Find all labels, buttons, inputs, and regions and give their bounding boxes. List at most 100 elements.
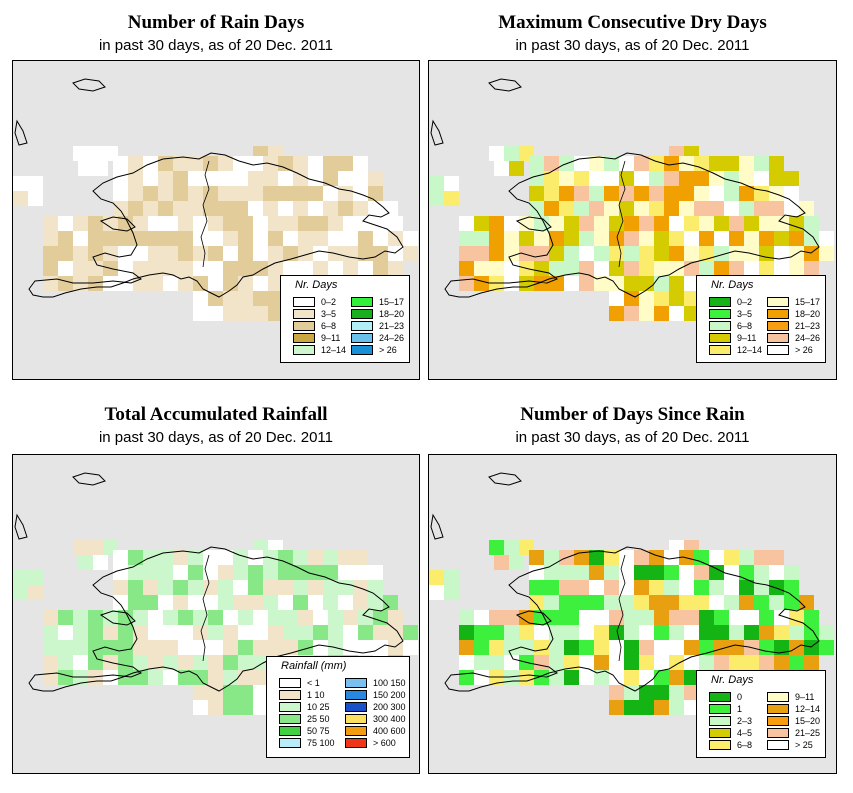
grid-cell xyxy=(739,550,754,565)
country-border xyxy=(616,160,626,268)
legend-label: 24–26 xyxy=(379,332,405,343)
coastline-detail xyxy=(430,119,444,146)
grid-cell xyxy=(709,580,724,595)
grid-cell xyxy=(388,216,403,231)
grid-cell xyxy=(684,291,699,306)
grid-cell xyxy=(684,640,699,655)
grid-cell xyxy=(188,580,203,595)
grid-cell xyxy=(684,276,699,291)
legend-label: 15–17 xyxy=(795,296,821,307)
grid-cell xyxy=(293,595,308,610)
grid-cell xyxy=(769,595,784,610)
grid-cell xyxy=(634,186,649,201)
grid-cell xyxy=(148,261,163,276)
grid-cell xyxy=(293,171,308,186)
grid-cell xyxy=(549,670,564,685)
grid-cell xyxy=(594,216,609,231)
grid-cell xyxy=(43,670,58,685)
grid-cell xyxy=(328,261,343,276)
grid-cell xyxy=(564,625,579,640)
panel-total-rainfall: Total Accumulated Rainfall in past 30 da… xyxy=(12,398,420,774)
grid-cell xyxy=(278,156,293,171)
grid-cell xyxy=(118,610,133,625)
grid-cell xyxy=(654,246,669,261)
grid-cell xyxy=(594,261,609,276)
grid-cell xyxy=(679,186,694,201)
legend-label: 12–14 xyxy=(795,703,821,714)
grid-cell xyxy=(624,291,639,306)
grid-cell xyxy=(148,625,163,640)
grid-cell xyxy=(724,201,739,216)
grid-cell xyxy=(368,595,383,610)
grid-cell xyxy=(609,306,624,321)
grid-cell xyxy=(58,276,73,291)
grid-cell xyxy=(268,276,283,291)
grid-cell xyxy=(253,231,268,246)
legend-swatch xyxy=(279,713,301,724)
grid-cell xyxy=(88,231,103,246)
grid-cell xyxy=(664,201,679,216)
grid-cell xyxy=(223,640,238,655)
grid-cell xyxy=(639,625,654,640)
grid-cell xyxy=(268,610,283,625)
grid-cell xyxy=(529,171,544,186)
grid-cell xyxy=(323,550,338,565)
grid-cell xyxy=(278,565,293,580)
grid-cell xyxy=(253,276,268,291)
grid-cell xyxy=(13,585,28,600)
grid-cell xyxy=(163,246,178,261)
grid-cell xyxy=(444,176,459,191)
legend-swatch xyxy=(767,320,789,331)
grid-cell xyxy=(489,216,504,231)
grid-cell xyxy=(459,610,474,625)
grid-cell xyxy=(163,640,178,655)
grid-cell xyxy=(609,625,624,640)
grid-cell xyxy=(519,276,534,291)
grid-cell xyxy=(208,231,223,246)
country-border xyxy=(200,554,210,662)
grid-cell xyxy=(343,246,358,261)
grid-cell xyxy=(759,625,774,640)
grid-cell xyxy=(248,565,263,580)
grid-cell xyxy=(103,231,118,246)
grid-cell xyxy=(223,276,238,291)
grid-cell xyxy=(208,306,223,321)
grid-cell xyxy=(313,625,328,640)
grid-cell xyxy=(714,640,729,655)
panel-title: Number of Days Since Rain xyxy=(520,404,745,425)
legend-swatch xyxy=(279,689,301,700)
grid-cell xyxy=(248,186,263,201)
grid-cell xyxy=(579,261,594,276)
grid-cell xyxy=(388,231,403,246)
grid-cell xyxy=(223,625,238,640)
legend-swatch xyxy=(345,725,367,736)
grid-cell xyxy=(804,261,819,276)
grid-cell xyxy=(358,610,373,625)
grid-cell xyxy=(58,670,73,685)
grid-cell xyxy=(654,306,669,321)
grid-cell xyxy=(589,550,604,565)
grid-cell xyxy=(278,580,293,595)
grid-cell xyxy=(634,565,649,580)
grid-cell xyxy=(504,610,519,625)
grid-cell xyxy=(654,655,669,670)
grid-cell xyxy=(173,171,188,186)
grid-cell xyxy=(268,640,283,655)
grid-cell xyxy=(223,231,238,246)
legend-swatch xyxy=(709,296,731,307)
grid-cell xyxy=(714,625,729,640)
grid-cell xyxy=(298,261,313,276)
grid-cell xyxy=(403,246,418,261)
legend-item: > 600 xyxy=(345,737,396,748)
legend-item: 6–8 xyxy=(709,320,752,331)
grid-cell xyxy=(639,610,654,625)
grid-cell xyxy=(474,640,489,655)
coastline-detail xyxy=(515,216,552,232)
grid-cell xyxy=(118,216,133,231)
grid-cell xyxy=(459,655,474,670)
grid-cell xyxy=(509,555,524,570)
grid-cell xyxy=(178,276,193,291)
grid-cell xyxy=(604,595,619,610)
grid-cell xyxy=(178,670,193,685)
grid-cell xyxy=(218,565,233,580)
